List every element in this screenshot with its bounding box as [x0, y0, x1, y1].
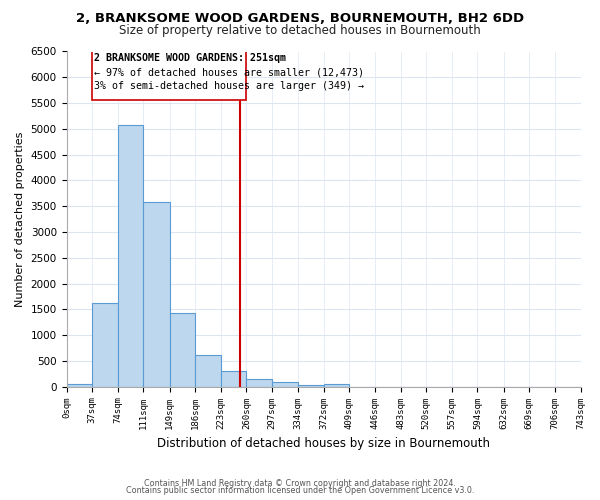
Bar	[195, 355, 221, 386]
Text: Contains public sector information licensed under the Open Government Licence v3: Contains public sector information licen…	[126, 486, 474, 495]
Text: 3% of semi-detached houses are larger (349) →: 3% of semi-detached houses are larger (3…	[94, 81, 364, 91]
Y-axis label: Number of detached properties: Number of detached properties	[15, 132, 25, 307]
Bar	[67, 384, 92, 386]
Bar	[92, 302, 118, 386]
Bar	[247, 378, 272, 386]
Text: 2, BRANKSOME WOOD GARDENS, BOURNEMOUTH, BH2 6DD: 2, BRANKSOME WOOD GARDENS, BOURNEMOUTH, …	[76, 12, 524, 26]
Text: ← 97% of detached houses are smaller (12,473): ← 97% of detached houses are smaller (12…	[94, 67, 364, 77]
Bar	[298, 385, 324, 386]
Bar	[143, 202, 170, 386]
X-axis label: Distribution of detached houses by size in Bournemouth: Distribution of detached houses by size …	[157, 437, 490, 450]
Bar	[92, 52, 247, 100]
Bar	[118, 125, 143, 386]
Text: Size of property relative to detached houses in Bournemouth: Size of property relative to detached ho…	[119, 24, 481, 37]
Bar	[170, 314, 195, 386]
Bar	[272, 382, 298, 386]
Text: 2 BRANKSOME WOOD GARDENS: 251sqm: 2 BRANKSOME WOOD GARDENS: 251sqm	[94, 53, 286, 63]
Bar	[324, 384, 349, 386]
Text: Contains HM Land Registry data © Crown copyright and database right 2024.: Contains HM Land Registry data © Crown c…	[144, 478, 456, 488]
Bar	[221, 371, 247, 386]
